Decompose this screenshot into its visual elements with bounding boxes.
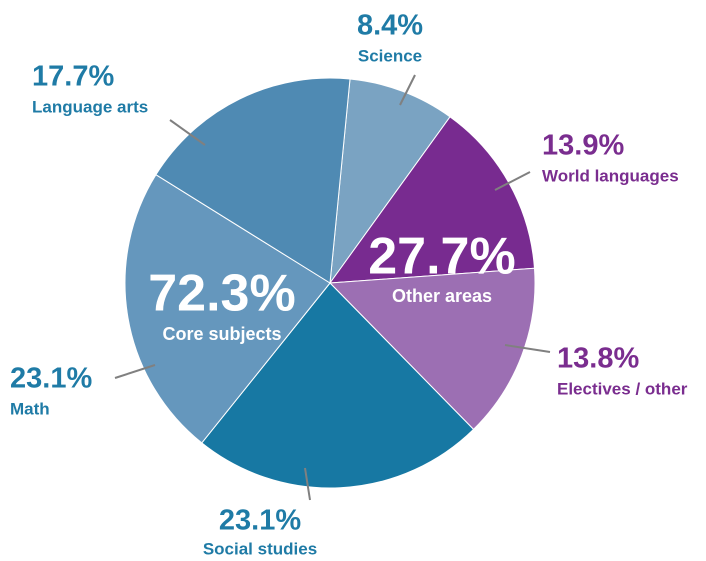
leader-line (504, 344, 551, 353)
slice-label: Electives / other (557, 379, 688, 398)
leader-line (304, 467, 311, 501)
slice-value-label: 13.8% (557, 343, 639, 375)
leader-line (169, 119, 206, 146)
slice-value-label: 8.4% (357, 10, 423, 42)
group-value-label: 72.3% (148, 265, 295, 323)
leader-line (494, 171, 531, 191)
slice-value-label: 17.7% (32, 61, 114, 93)
slice-value-label: 23.1% (10, 363, 92, 395)
slice-value-label: 13.9% (542, 130, 624, 162)
pie-slice (201, 282, 475, 489)
slice-value-label: 23.1% (219, 505, 301, 537)
leader-line (114, 364, 156, 379)
slice-label: Science (358, 46, 422, 65)
pie-slice (155, 77, 351, 284)
pie-slice (328, 267, 536, 431)
slice-label: Social studies (203, 539, 317, 558)
slice-label: Math (10, 399, 50, 418)
slice-label: World languages (542, 166, 679, 185)
leader-line (399, 74, 416, 106)
pie-slice (124, 174, 331, 444)
pie-slice (329, 78, 451, 285)
group-value-label: 27.7% (368, 228, 515, 286)
group-label: Core subjects (162, 324, 281, 344)
group-label: Other areas (392, 286, 492, 306)
slice-label: Language arts (32, 97, 148, 116)
